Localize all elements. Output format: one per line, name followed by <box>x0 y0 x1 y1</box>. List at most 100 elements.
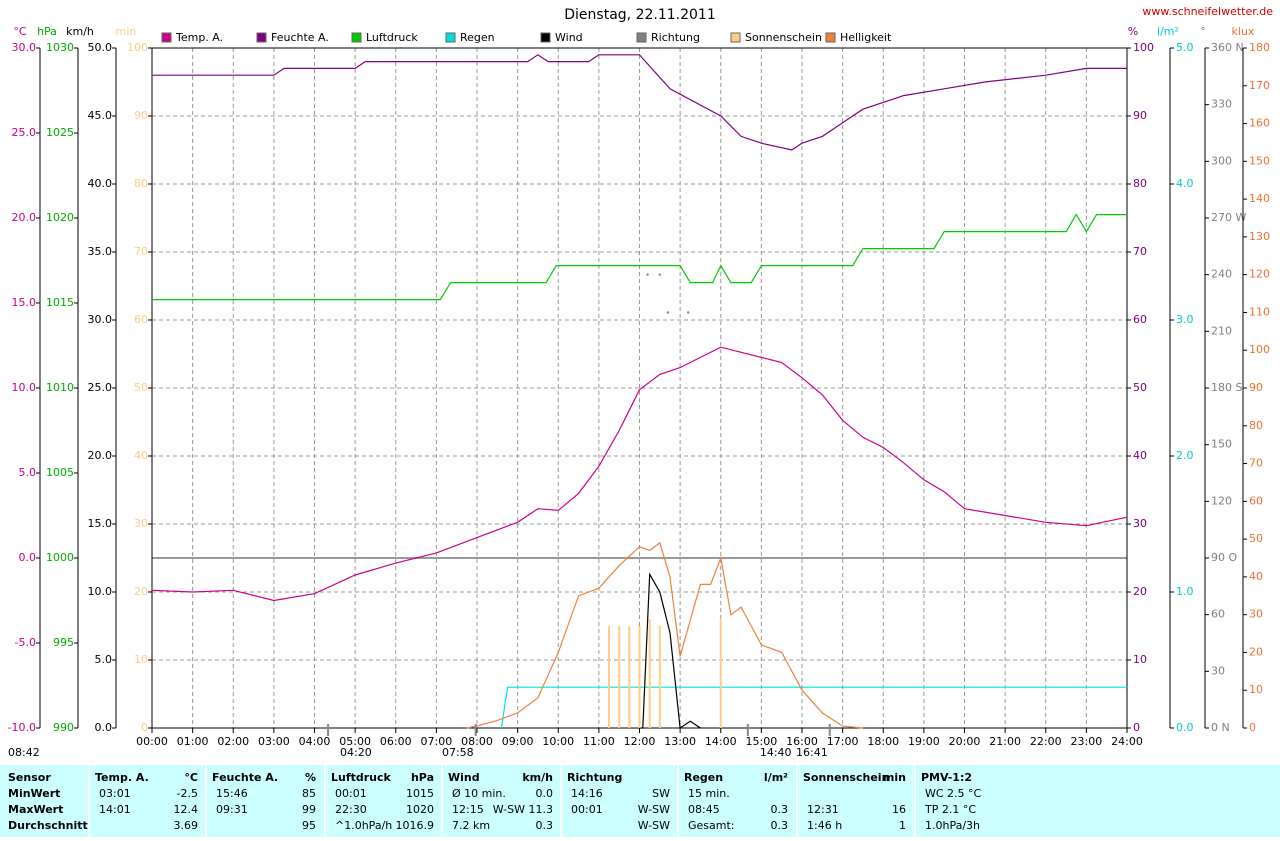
axis-unit: % <box>1128 25 1138 38</box>
table-cell: 12:31 <box>807 803 839 816</box>
y-tick-label: 360 N <box>1211 41 1244 54</box>
x-tick-label: 00:00 <box>136 735 168 748</box>
table-cell: 00:01 <box>571 803 603 816</box>
y-tick-label: 30.0 <box>12 41 37 54</box>
x-tick-label: 12:00 <box>624 735 656 748</box>
x-tick-label: 08:00 <box>461 735 493 748</box>
axis-unit: min <box>116 25 137 38</box>
y-tick-label: 90 O <box>1211 551 1237 564</box>
y-tick-label: 20.0 <box>88 449 113 462</box>
table-cell: 12:15 <box>452 803 484 816</box>
legend-swatch <box>351 32 362 43</box>
y-tick-label: 120 <box>1249 268 1270 281</box>
y-tick-label: 40.0 <box>88 177 113 190</box>
table-cell: 85 <box>302 787 316 800</box>
table-header: Richtung <box>567 771 622 784</box>
x-tick-label: 11:00 <box>583 735 615 748</box>
table-unit: hPa <box>411 771 434 784</box>
table-header: Feuchte A. <box>212 771 278 784</box>
table-cell: W-SW <box>638 819 670 832</box>
legend-label: Wind <box>555 31 583 44</box>
legend-swatch <box>825 32 836 43</box>
table-header: Sensor <box>8 771 51 784</box>
y-tick-label: 50 <box>1133 381 1147 394</box>
y-tick-label: 1020 <box>46 211 74 224</box>
y-tick-label: 15.0 <box>88 517 113 530</box>
table-cell: 00:01 <box>335 787 367 800</box>
y-tick-label: 90 <box>1249 381 1263 394</box>
table-cell: WC 2.5 °C <box>925 787 982 800</box>
x-tick-label: 15:00 <box>746 735 778 748</box>
y-tick-label: 990 <box>53 721 74 734</box>
direction-point <box>646 273 649 276</box>
x-tick-label: 07:00 <box>421 735 453 748</box>
table-cell: 09:31 <box>216 803 248 816</box>
y-tick-label: 25.0 <box>88 381 113 394</box>
legend-label: Richtung <box>651 31 700 44</box>
table-cell: 03:01 <box>99 787 131 800</box>
x-tick-label: 05:00 <box>339 735 371 748</box>
y-tick-label: 30 <box>1249 608 1263 621</box>
y-tick-label: -5.0 <box>15 636 36 649</box>
y-tick-label: 0.0 <box>19 551 37 564</box>
x-tick-label: 23:00 <box>1071 735 1103 748</box>
table-cell: 15 min. <box>688 787 730 800</box>
table-header: PMV-1:2 <box>921 771 972 784</box>
table-cell: 0.3 <box>771 803 789 816</box>
y-tick-label: 270 W <box>1211 211 1246 224</box>
x-tick-label: 21:00 <box>989 735 1021 748</box>
legend-label: Feuchte A. <box>271 31 329 44</box>
table-cell: 12.4 <box>174 803 199 816</box>
y-tick-label: 1030 <box>46 41 74 54</box>
y-tick-label: 5.0 <box>1176 41 1194 54</box>
y-tick-label: 50 <box>1249 532 1263 545</box>
table-cell: 95 <box>302 819 316 832</box>
legend-swatch <box>445 32 456 43</box>
y-tick-label: 150 <box>1249 154 1270 167</box>
y-tick-label: 10 <box>1249 683 1263 696</box>
x-tick-label: 24:00 <box>1111 735 1143 748</box>
y-tick-label: 1025 <box>46 126 74 139</box>
legend-label: Temp. A. <box>175 31 223 44</box>
y-tick-label: 1.0 <box>1176 585 1194 598</box>
table-cell: 1.0hPa/3h <box>925 819 980 832</box>
series-line <box>151 346 1128 602</box>
y-tick-label: -10.0 <box>8 721 36 734</box>
y-tick-label: 10 <box>1133 653 1147 666</box>
annotation: 16:41 <box>796 746 828 759</box>
y-tick-label: 3.0 <box>1176 313 1194 326</box>
y-tick-label: 0 N <box>1211 721 1230 734</box>
y-tick-label: 1010 <box>46 381 74 394</box>
y-tick-label: 150 <box>1211 438 1232 451</box>
y-tick-label: 60 <box>1133 313 1147 326</box>
y-tick-label: 20 <box>1249 645 1263 658</box>
y-tick-label: 20.0 <box>12 211 37 224</box>
y-tick-label: 330 <box>1211 98 1232 111</box>
table-unit: °C <box>184 771 198 784</box>
table-header: Luftdruck <box>331 771 392 784</box>
table-cell: -2.5 <box>177 787 198 800</box>
y-tick-label: 170 <box>1249 79 1270 92</box>
table-cell: 0.3 <box>771 819 789 832</box>
y-tick-label: 100 <box>127 41 148 54</box>
y-tick-label: 130 <box>1249 230 1270 243</box>
table-cell: Ø 10 min. <box>452 787 506 800</box>
y-tick-label: 30 <box>134 517 148 530</box>
legend-swatch <box>540 32 551 43</box>
legend-swatch <box>636 32 647 43</box>
y-tick-label: 60 <box>134 313 148 326</box>
y-tick-label: 240 <box>1211 268 1232 281</box>
x-tick-label: 19:00 <box>908 735 940 748</box>
axis-unit: ° <box>1200 25 1206 38</box>
legend-label: Regen <box>460 31 495 44</box>
y-tick-label: 70 <box>1133 245 1147 258</box>
x-tick-label: 04:00 <box>299 735 331 748</box>
table-unit: min <box>883 771 906 784</box>
table-header: Wind <box>448 771 480 784</box>
x-tick-label: 17:00 <box>827 735 859 748</box>
table-cell: 99 <box>302 803 316 816</box>
table-header: Temp. A. <box>95 771 149 784</box>
y-tick-label: 995 <box>53 636 74 649</box>
annotation: 08:42 <box>8 746 40 759</box>
y-tick-label: 20 <box>1133 585 1147 598</box>
